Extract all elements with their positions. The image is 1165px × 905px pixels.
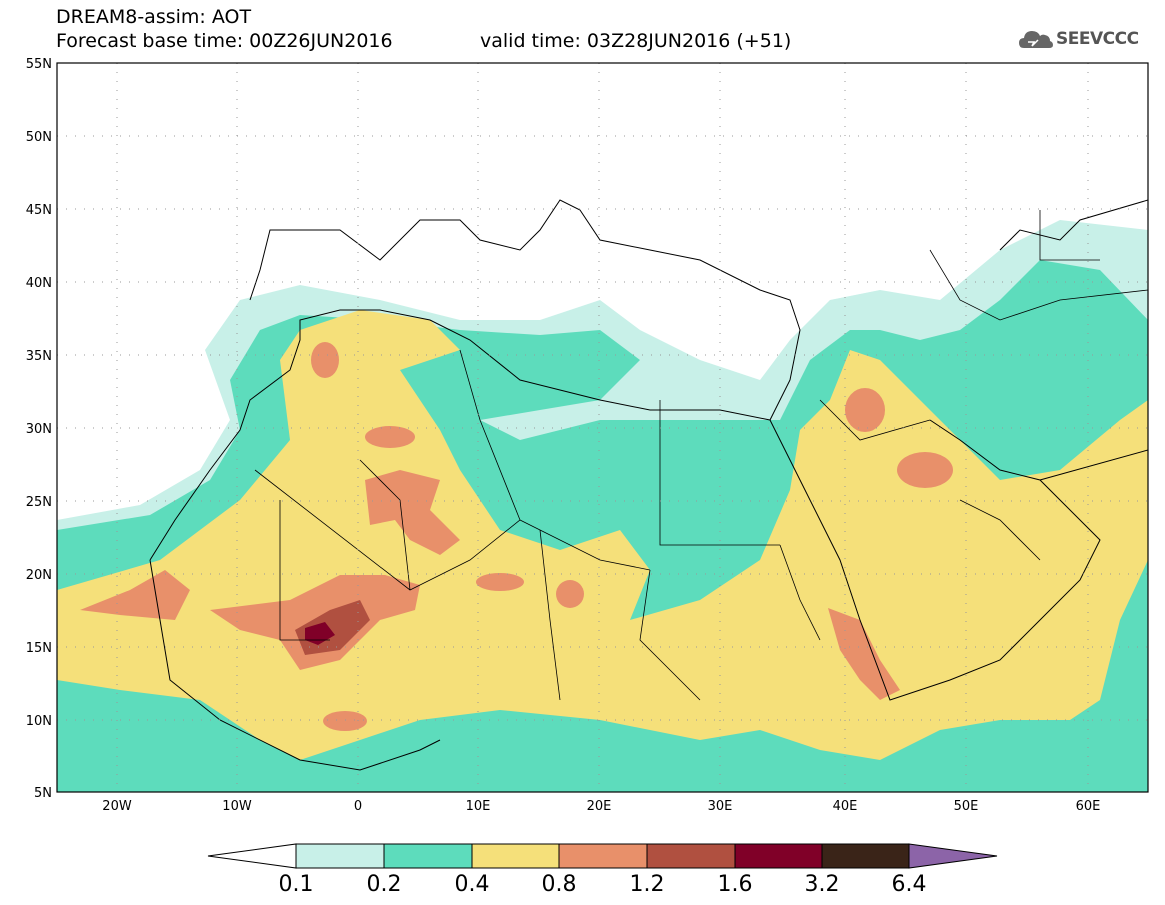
map-title: DREAM8-assim: AOT <box>56 6 252 28</box>
country-borders <box>254 210 1148 701</box>
colorbar-label: 1.2 <box>629 872 665 897</box>
lat-label: 25N <box>26 495 52 510</box>
lon-label: 20W <box>102 799 132 814</box>
seevccc-logo: SEEVCCC <box>1018 26 1139 52</box>
colorbar-label: 1.6 <box>717 872 753 897</box>
lat-label: 30N <box>26 422 52 437</box>
longitude-labels: 20W 10W 0 10E 20E 30E 40E 50E 60E <box>102 799 1100 814</box>
lon-label: 50E <box>954 799 979 814</box>
lat-label: 20N <box>26 568 52 583</box>
colorbar-label: 6.4 <box>891 872 927 897</box>
colorbar-over-arrow <box>908 843 998 869</box>
lon-label: 30E <box>708 799 733 814</box>
colorbar-swatch <box>383 843 473 869</box>
lon-label: 40E <box>833 799 858 814</box>
lat-label: 35N <box>26 349 52 364</box>
lon-label: 0 <box>354 799 362 814</box>
lon-label: 20E <box>587 799 612 814</box>
lon-label: 10E <box>466 799 491 814</box>
aot-contour-1.6 <box>305 622 335 645</box>
lon-label: 10W <box>222 799 252 814</box>
latitude-labels: 55N 50N 45N 40N 35N 30N 25N 20N 15N 10N … <box>26 57 52 801</box>
colorbar-label: 0.8 <box>541 872 577 897</box>
colorbar-under-arrow <box>207 843 297 869</box>
colorbar-swatch <box>734 843 823 869</box>
aot-field <box>57 63 1148 792</box>
colorbar <box>207 843 998 869</box>
colorbar-swatch <box>295 843 385 869</box>
cloud-icon <box>1019 31 1053 48</box>
lon-label: 60E <box>1076 799 1101 814</box>
colorbar-label: 3.2 <box>804 872 840 897</box>
base-time-label: Forecast base time: 00Z26JUN2016 <box>56 30 393 52</box>
lat-label: 50N <box>26 130 52 145</box>
colorbar-label: 0.4 <box>454 872 490 897</box>
map-frame <box>56 62 1149 793</box>
lat-label: 55N <box>26 57 52 72</box>
lat-label: 15N <box>26 641 52 656</box>
lat-label: 40N <box>26 276 52 291</box>
colorbar-label: 0.1 <box>278 872 314 897</box>
colorbar-swatch <box>558 843 648 869</box>
graticule <box>57 63 1148 792</box>
lat-label: 10N <box>26 714 52 729</box>
valid-time-label: valid time: 03Z28JUN2016 (+51) <box>480 30 792 52</box>
colorbar-swatch <box>821 843 910 869</box>
brand-label: SEEVCCC <box>1056 29 1139 49</box>
lat-label: 45N <box>26 203 52 218</box>
lat-label: 5N <box>34 786 52 801</box>
colorbar-swatch <box>471 843 560 869</box>
colorbar-swatch <box>646 843 736 869</box>
colorbar-label: 0.2 <box>366 872 402 897</box>
